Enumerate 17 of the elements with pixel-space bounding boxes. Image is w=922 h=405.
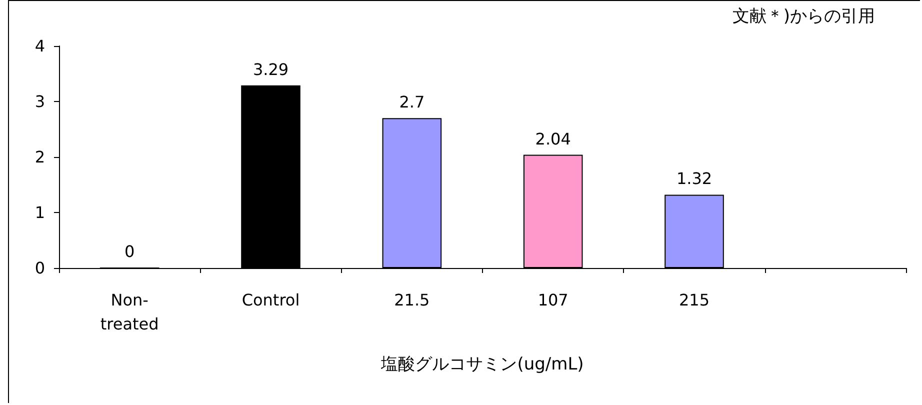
data-label: 2.7 (399, 92, 425, 112)
x-axis-title: 塩酸グルコサミン(ug/mL) (380, 354, 584, 374)
y-tick-label: 2 (34, 148, 45, 166)
data-label: 3.29 (252, 60, 289, 79)
y-tick-label: 4 (34, 36, 45, 56)
data-label: 0 (124, 242, 135, 261)
x-tick-label: 21.5 (394, 290, 430, 310)
x-tick-label: 215 (678, 290, 710, 310)
data-label: 1.32 (676, 169, 712, 188)
x-tick-label: Non-treated (100, 290, 159, 334)
y-tick-label: 0 (34, 258, 45, 278)
x-tick-label: 107 (538, 290, 568, 310)
y-tick-label: 3 (34, 92, 45, 111)
data-label: 2.04 (535, 129, 571, 148)
x-tick-label: Control (242, 290, 300, 310)
text: 文献＊)からの引用 (732, 6, 876, 26)
y-tick-label: 1 (34, 203, 45, 222)
